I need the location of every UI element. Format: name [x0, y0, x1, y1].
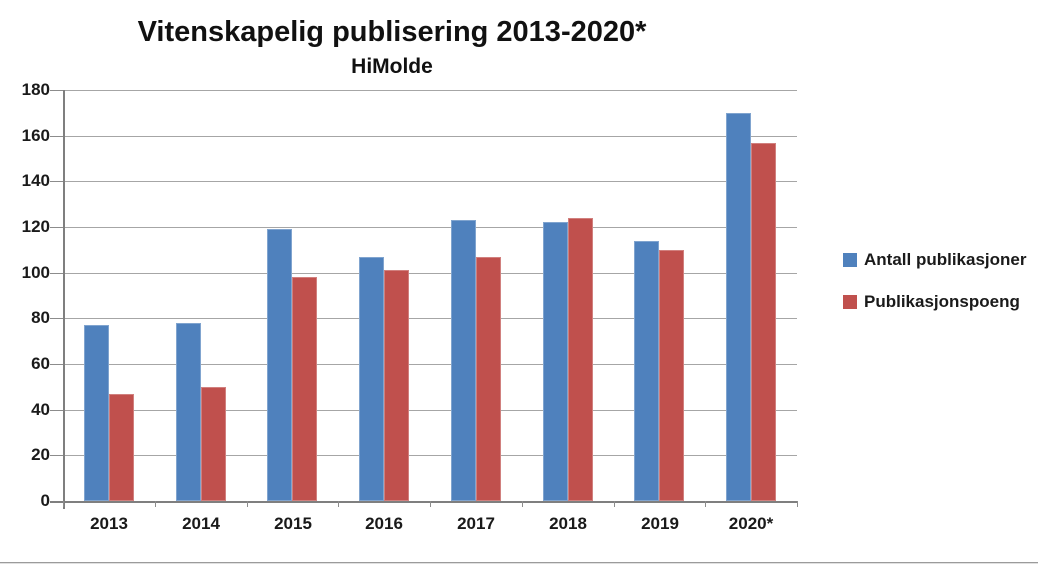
- bar-antall-publikasjoner-2013: [84, 325, 109, 501]
- gridline-y160: [63, 136, 797, 137]
- x-axis-tick: [705, 501, 706, 507]
- y-axis-tick: [50, 455, 63, 456]
- x-axis-tick: [338, 501, 339, 507]
- x-axis-tick: [63, 501, 64, 507]
- bar-publikasjonspoeng-2015: [292, 277, 317, 501]
- bar-antall-publikasjoner-2019: [634, 241, 659, 501]
- bar-publikasjonspoeng-2017: [476, 257, 501, 501]
- bar-publikasjonspoeng-2019: [659, 250, 684, 501]
- y-axis-tick-label: 80: [31, 308, 50, 327]
- gridline-y40: [63, 410, 797, 411]
- legend-label: Antall publikasjoner: [864, 250, 1027, 269]
- chart-title: Vitenskapelig publisering 2013-2020*: [137, 16, 647, 48]
- y-axis-tick: [50, 90, 63, 91]
- x-axis-category-label: 2015: [274, 514, 312, 533]
- gridline-y60: [63, 364, 797, 365]
- x-axis-tick: [155, 501, 156, 507]
- bar-publikasjonspoeng-2018: [568, 218, 593, 501]
- x-axis-category-label: 2013: [90, 514, 128, 533]
- x-axis-category-label: 2016: [365, 514, 403, 533]
- legend-item-publikasjonspoeng: Publikasjonspoeng: [843, 292, 1038, 312]
- bar-antall-publikasjoner-2016: [359, 257, 384, 501]
- x-axis-tick: [247, 501, 248, 507]
- gridline-y80: [63, 318, 797, 319]
- y-axis-line: [63, 90, 65, 509]
- bar-antall-publikasjoner-2015: [267, 229, 292, 501]
- page-bottom-divider: [0, 562, 1038, 564]
- y-axis-tick: [50, 181, 63, 182]
- gridline-y140: [63, 181, 797, 182]
- x-axis-tick: [522, 501, 523, 507]
- y-axis-tick: [50, 318, 63, 319]
- y-axis-tick-label: 120: [21, 217, 50, 236]
- bar-publikasjonspoeng-2020: [751, 143, 776, 501]
- y-axis-tick: [50, 410, 63, 411]
- x-axis-category-label: 2014: [182, 514, 220, 533]
- bar-publikasjonspoeng-2013: [109, 394, 134, 501]
- legend-label: Publikasjonspoeng: [864, 292, 1020, 311]
- bar-antall-publikasjoner-2014: [176, 323, 201, 501]
- y-axis-tick-label: 160: [21, 126, 50, 145]
- legend: Antall publikasjoner Publikasjonspoeng: [843, 250, 1038, 334]
- legend-item-antall-publikasjoner: Antall publikasjoner: [843, 250, 1038, 270]
- bar-publikasjonspoeng-2016: [384, 270, 409, 501]
- x-axis-line: [50, 501, 797, 503]
- bar-antall-publikasjoner-2020: [726, 113, 751, 501]
- gridline-y180: [63, 90, 797, 91]
- gridline-y100: [63, 273, 797, 274]
- bar-antall-publikasjoner-2017: [451, 220, 476, 501]
- gridline-y20: [63, 455, 797, 456]
- legend-swatch-blue: [843, 253, 857, 267]
- y-axis-tick: [50, 227, 63, 228]
- y-axis-tick-label: 140: [21, 171, 50, 190]
- y-axis-tick-label: 180: [21, 80, 50, 99]
- y-axis-tick: [50, 364, 63, 365]
- y-axis-tick: [50, 136, 63, 137]
- legend-swatch-red: [843, 295, 857, 309]
- y-axis-tick: [50, 273, 63, 274]
- x-axis-category-label: 2017: [457, 514, 495, 533]
- x-axis-tick: [430, 501, 431, 507]
- gridline-y120: [63, 227, 797, 228]
- y-axis-tick-label: 100: [21, 263, 50, 282]
- y-axis-tick-label: 20: [31, 445, 50, 464]
- bar-publikasjonspoeng-2014: [201, 387, 226, 501]
- bar-antall-publikasjoner-2018: [543, 222, 568, 501]
- x-axis-category-label: 2020*: [728, 514, 774, 533]
- x-axis-category-label: 2019: [641, 514, 679, 533]
- y-axis-tick-label: 40: [31, 400, 50, 419]
- y-axis-tick-label: 60: [31, 354, 50, 373]
- x-axis-tick: [614, 501, 615, 507]
- x-axis-tick: [797, 501, 798, 507]
- chart-subtitle: HiMolde: [351, 55, 433, 78]
- y-axis-tick-label: 0: [40, 491, 50, 510]
- x-axis-category-label: 2018: [549, 514, 587, 533]
